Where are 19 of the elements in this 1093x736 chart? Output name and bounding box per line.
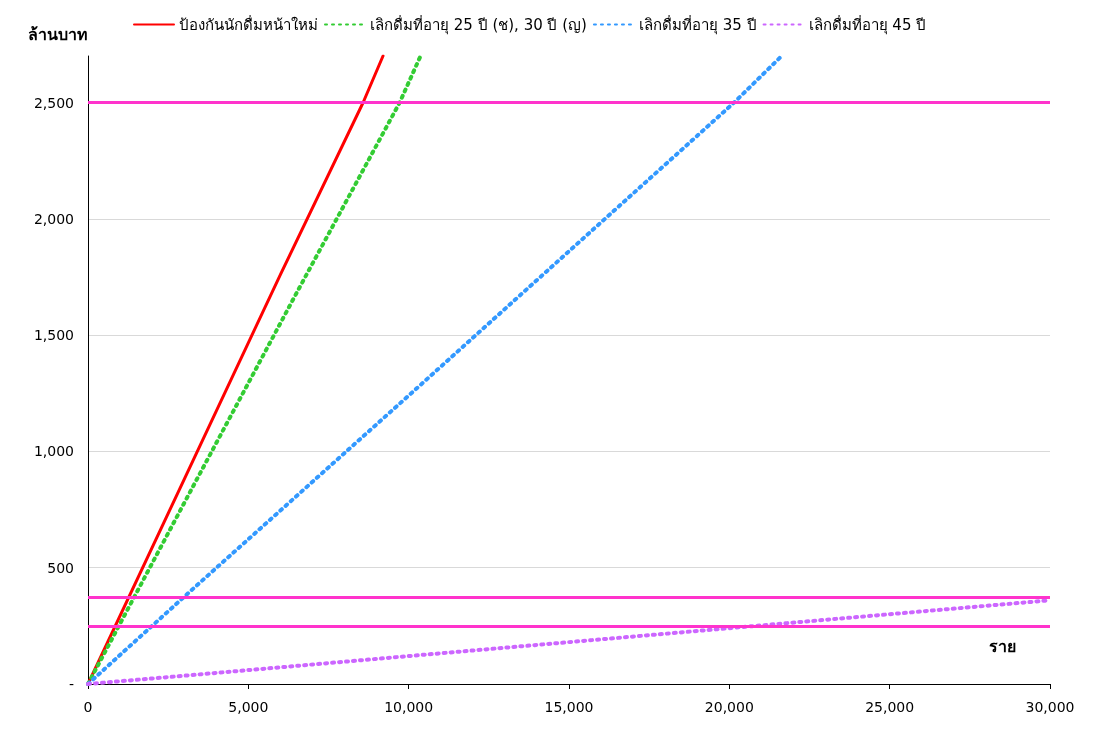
y-tick-label: 1,000 <box>33 443 74 460</box>
y-tick-label: 1,500 <box>33 327 74 344</box>
x-tick-label: 10,000 <box>384 699 434 715</box>
x-tick-label: 5,000 <box>228 699 269 715</box>
x-axis-title: ราย <box>989 636 1016 656</box>
y-tick-label: 2,000 <box>33 210 74 227</box>
y-axis-title: ล้านบาท <box>28 24 88 44</box>
y-tick-label: 2,500 <box>33 94 74 111</box>
legend-label: เลิกดื่มที่อายุ 45 ปี <box>808 13 927 35</box>
x-tick-label: 15,000 <box>544 699 594 715</box>
x-tick-label: 25,000 <box>865 699 915 715</box>
legend-label: เลิกดื่มที่อายุ 35 ปี <box>638 13 757 35</box>
x-tick-label: 20,000 <box>704 699 754 715</box>
y-tick-label: 500 <box>47 559 74 576</box>
x-tick-label: 0 <box>83 699 93 715</box>
y-tick-label: - <box>68 676 74 692</box>
legend-label: เลิกดื่มที่อายุ 25 ปี (ช), 30 ปี (ญ) <box>370 13 587 35</box>
legend-label: ป้องกันนักดื่มหน้าใหม่ <box>179 13 318 34</box>
x-tick-label: 30,000 <box>1025 699 1075 715</box>
